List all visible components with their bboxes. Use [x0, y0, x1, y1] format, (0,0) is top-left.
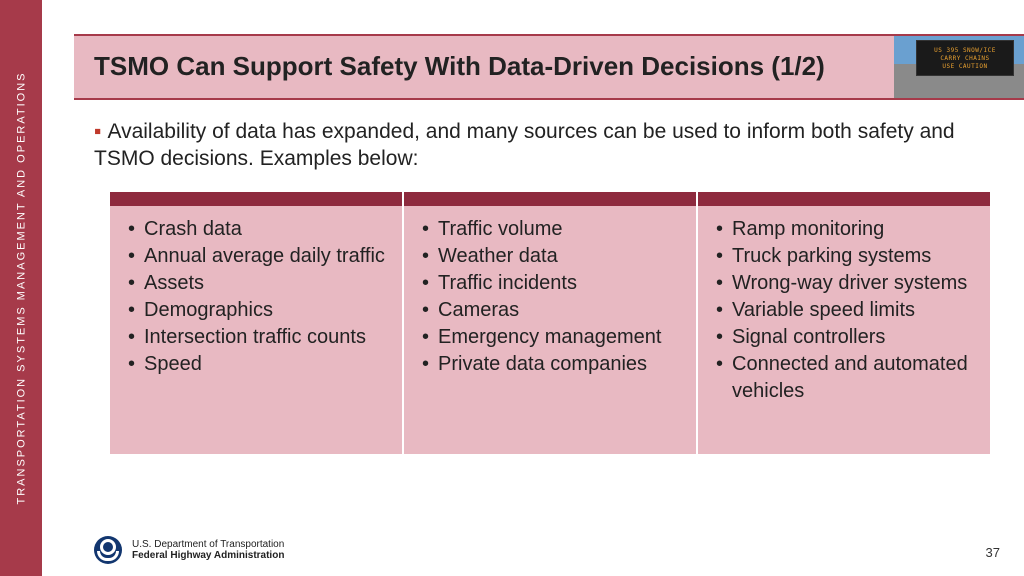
table-cell-2: Traffic volume Weather data Traffic inci… — [404, 206, 698, 454]
sign-line-2: CARRY CHAINS — [940, 55, 989, 62]
list-item: Variable speed limits — [712, 297, 976, 324]
list-item: Private data companies — [418, 351, 682, 378]
table-cell-3: Ramp monitoring Truck parking systems Wr… — [698, 206, 990, 454]
list-col-1: Crash data Annual average daily traffic … — [124, 216, 388, 378]
page-number: 37 — [986, 545, 1000, 560]
list-item: Signal controllers — [712, 324, 976, 351]
header-cell-1 — [110, 192, 404, 206]
list-item: Traffic volume — [418, 216, 682, 243]
list-item: Connected and automated vehicles — [712, 351, 976, 405]
dot-logo-icon — [94, 536, 122, 564]
left-rail-label: TRANSPORTATION SYSTEMS MANAGEMENT AND OP… — [15, 72, 27, 505]
footer: U.S. Department of Transportation Federa… — [94, 536, 284, 564]
sign-line-3: USE CAUTION — [942, 63, 987, 70]
intro-bullet: ▪Availability of data has expanded, and … — [94, 118, 964, 173]
header-cell-3 — [698, 192, 990, 206]
title-band: TSMO Can Support Safety With Data-Driven… — [74, 34, 1024, 100]
list-item: Traffic incidents — [418, 270, 682, 297]
vms-sign-board: US 395 SNOW/ICE CARRY CHAINS USE CAUTION — [916, 40, 1014, 76]
data-sources-table: Crash data Annual average daily traffic … — [110, 192, 990, 454]
list-item: Demographics — [124, 297, 388, 324]
table-body-row: Crash data Annual average daily traffic … — [110, 206, 990, 454]
list-item: Annual average daily traffic — [124, 243, 388, 270]
table-header-row — [110, 192, 990, 206]
list-item: Crash data — [124, 216, 388, 243]
list-col-3: Ramp monitoring Truck parking systems Wr… — [712, 216, 976, 405]
list-item: Weather data — [418, 243, 682, 270]
sign-line-1: US 395 SNOW/ICE — [934, 47, 996, 54]
list-item: Emergency management — [418, 324, 682, 351]
list-item: Intersection traffic counts — [124, 324, 388, 351]
list-item: Truck parking systems — [712, 243, 976, 270]
table-cell-1: Crash data Annual average daily traffic … — [110, 206, 404, 454]
slide-content: TSMO Can Support Safety With Data-Driven… — [42, 0, 1024, 576]
bullet-icon: ▪ — [94, 120, 101, 143]
list-item: Speed — [124, 351, 388, 378]
list-item: Wrong-way driver systems — [712, 270, 976, 297]
header-cell-2 — [404, 192, 698, 206]
slide-title: TSMO Can Support Safety With Data-Driven… — [74, 52, 825, 82]
highway-sign-photo: US 395 SNOW/ICE CARRY CHAINS USE CAUTION — [894, 36, 1024, 98]
list-item: Ramp monitoring — [712, 216, 976, 243]
list-col-2: Traffic volume Weather data Traffic inci… — [418, 216, 682, 378]
footer-text: U.S. Department of Transportation Federa… — [132, 539, 284, 562]
intro-text: Availability of data has expanded, and m… — [94, 120, 955, 170]
left-rail: TRANSPORTATION SYSTEMS MANAGEMENT AND OP… — [0, 0, 42, 576]
list-item: Cameras — [418, 297, 682, 324]
footer-agency: U.S. Department of Transportation — [132, 539, 284, 551]
list-item: Assets — [124, 270, 388, 297]
footer-admin: Federal Highway Administration — [132, 550, 284, 562]
